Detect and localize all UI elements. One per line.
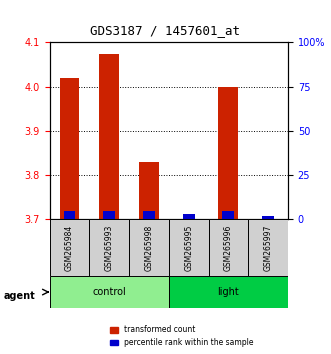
- FancyBboxPatch shape: [50, 219, 89, 276]
- FancyBboxPatch shape: [129, 219, 169, 276]
- Bar: [64, 211, 75, 219]
- Text: GSM265998: GSM265998: [144, 225, 154, 271]
- Text: GSM265997: GSM265997: [263, 224, 273, 271]
- FancyBboxPatch shape: [169, 219, 209, 276]
- Bar: [222, 211, 234, 219]
- FancyBboxPatch shape: [169, 276, 288, 308]
- Bar: [139, 162, 159, 219]
- Bar: [60, 78, 79, 219]
- Text: GDS3187 / 1457601_at: GDS3187 / 1457601_at: [90, 24, 241, 36]
- Bar: [183, 214, 195, 219]
- Text: GSM265996: GSM265996: [224, 224, 233, 271]
- Legend: transformed count, percentile rank within the sample: transformed count, percentile rank withi…: [107, 322, 257, 350]
- FancyBboxPatch shape: [248, 219, 288, 276]
- FancyBboxPatch shape: [209, 219, 248, 276]
- FancyBboxPatch shape: [89, 219, 129, 276]
- Text: agent: agent: [3, 291, 35, 301]
- Bar: [218, 87, 238, 219]
- Text: GSM265984: GSM265984: [65, 225, 74, 271]
- Text: light: light: [217, 287, 239, 297]
- Text: control: control: [92, 287, 126, 297]
- Bar: [99, 53, 119, 219]
- Text: GSM265995: GSM265995: [184, 224, 193, 271]
- Text: GSM265993: GSM265993: [105, 224, 114, 271]
- Bar: [143, 211, 155, 219]
- Bar: [262, 216, 274, 219]
- Bar: [103, 211, 115, 219]
- FancyBboxPatch shape: [50, 276, 169, 308]
